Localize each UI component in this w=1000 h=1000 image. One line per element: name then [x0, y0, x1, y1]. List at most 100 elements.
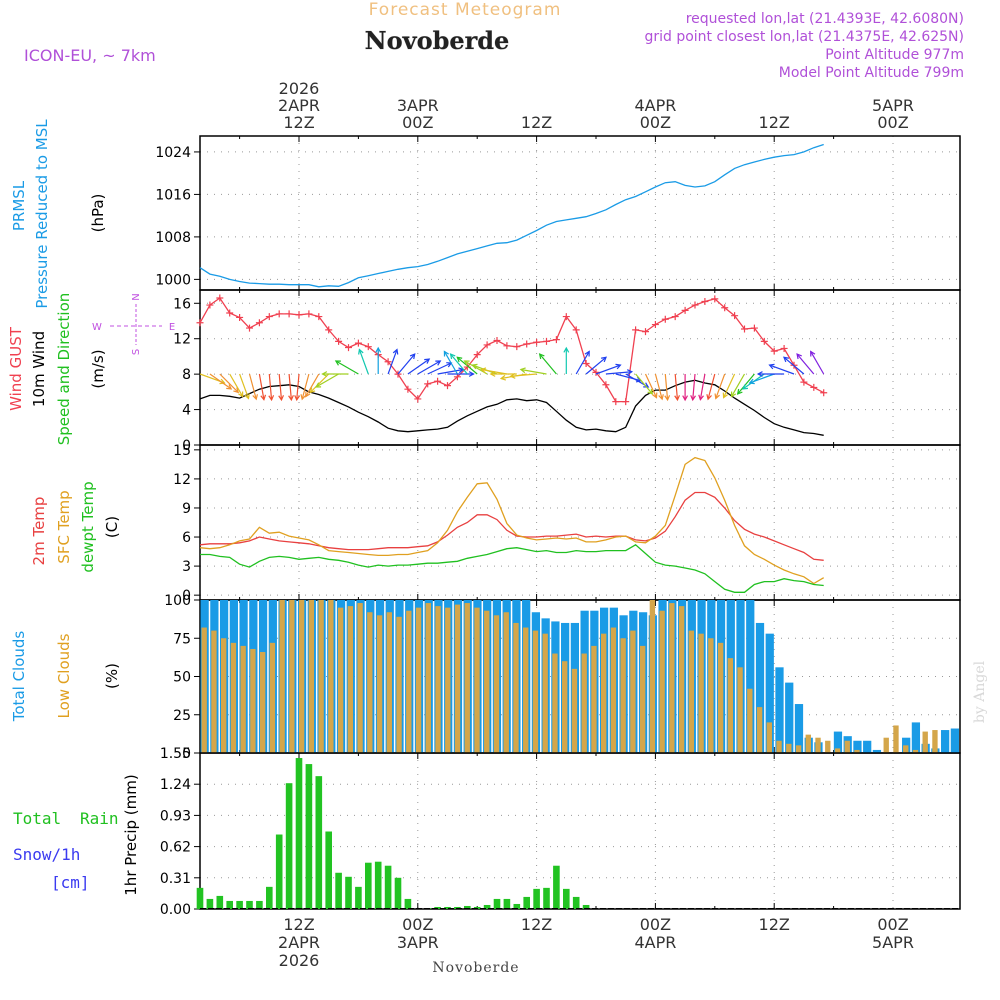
- model-label: ICON-EU, ~ 7km: [24, 46, 156, 65]
- precip-bar: [404, 898, 412, 909]
- low-cloud-bar: [484, 610, 490, 753]
- y-tick-label: 0.93: [160, 808, 191, 824]
- low-cloud-bar: [825, 740, 831, 753]
- requested-coords: requested lon,lat (21.4393E, 42.6080N): [686, 11, 964, 27]
- low-cloud-bar: [844, 740, 850, 753]
- gust-marker: [483, 341, 491, 349]
- gust-marker: [582, 360, 590, 368]
- gust-marker: [394, 370, 402, 378]
- low-cloud-bar: [727, 658, 734, 753]
- precip-bar: [553, 865, 560, 909]
- wind-direction-arrow: [301, 373, 310, 400]
- wind-gust-label: Wind GUST: [7, 326, 25, 411]
- total-cloud-bar: [911, 722, 921, 753]
- low-cloud-bar: [240, 645, 246, 753]
- bottom-label-00z-2: 00Z: [640, 915, 671, 934]
- precip-bar: [563, 888, 570, 909]
- wind-arrowhead: [714, 393, 720, 400]
- y-tick-label: 4: [182, 403, 191, 419]
- wind-arrowhead: [288, 395, 294, 402]
- low-cloud-bar: [766, 722, 772, 753]
- wind-direction-arrow: [239, 373, 250, 399]
- wind-direction-arrow: [268, 373, 273, 400]
- low-cloud-bar: [591, 645, 597, 753]
- wind-arrowhead: [722, 392, 728, 399]
- wind-direction-arrow: [605, 371, 632, 375]
- wind-arrowhead: [563, 346, 570, 353]
- gust-marker: [592, 368, 600, 376]
- wind-arrowhead: [783, 356, 790, 363]
- low-cloud-bar: [854, 749, 860, 753]
- wind-direction-arrow: [749, 373, 775, 384]
- low-cloud-bar: [523, 627, 529, 753]
- wind-arrowhead: [456, 356, 463, 363]
- wind-direction-arrow: [595, 364, 621, 375]
- wind-arrowhead: [392, 348, 399, 355]
- compass-e: E: [169, 322, 175, 333]
- wind-unit-label: (m/s): [89, 349, 107, 388]
- gust-marker: [780, 344, 788, 352]
- low-cloud-bar: [659, 610, 665, 753]
- y-tick-label: 0.31: [160, 871, 191, 887]
- wind-arrowhead: [480, 367, 487, 374]
- wind-arrowhead: [584, 350, 590, 357]
- wind-arrowhead: [652, 392, 658, 399]
- precip-bar: [493, 898, 501, 909]
- gust-marker: [632, 326, 640, 334]
- low-cloud-bar: [289, 600, 295, 753]
- total-cloud-bar: [872, 749, 882, 753]
- wind-arrowhead: [334, 360, 341, 366]
- y-tick-label: 1.24: [160, 777, 191, 793]
- low-cloud-bar: [269, 642, 276, 753]
- low-cloud-bar: [698, 633, 704, 753]
- total-cloud-bar: [775, 667, 784, 753]
- low-cloud-bar: [367, 612, 373, 753]
- wind-direction-arrow: [219, 373, 239, 393]
- gust-marker: [800, 378, 808, 386]
- gust-marker: [741, 325, 748, 333]
- gust-marker: [711, 295, 719, 303]
- top-label-3apr: 3APR: [397, 96, 439, 115]
- wind-direction-arrow: [335, 360, 359, 375]
- precip-bar: [572, 896, 580, 909]
- gust-marker: [612, 398, 620, 406]
- low-cloud-bar: [406, 610, 412, 753]
- low-cloud-bar: [259, 652, 266, 753]
- gust-marker: [354, 339, 362, 347]
- low-cloud-bar: [474, 607, 480, 753]
- wind-direction-arrow: [615, 373, 642, 382]
- wind-arrowhead: [674, 395, 681, 402]
- wind-arrowhead: [226, 384, 233, 390]
- wind-direction-arrow: [730, 373, 746, 397]
- wind-arrowhead: [736, 388, 743, 395]
- gust-marker: [196, 319, 204, 327]
- wind-arrowhead: [321, 371, 328, 377]
- low-cloud-bar: [815, 737, 821, 753]
- low-cloud-bar: [552, 653, 558, 753]
- wind-direction-arrow: [450, 353, 468, 375]
- low-cloud-bar: [912, 749, 919, 753]
- footer-location: Novoberde: [432, 960, 519, 976]
- gust-marker: [325, 326, 333, 334]
- wind-arrowhead: [424, 358, 431, 364]
- y-tick-label: 15: [173, 443, 191, 459]
- low-cloud-bar: [493, 615, 500, 753]
- top-label-5apr: 5APR: [872, 96, 914, 115]
- gust-marker: [572, 326, 580, 334]
- wind-arrowhead: [664, 395, 671, 402]
- wind-arrowhead: [449, 353, 456, 360]
- y-tick-label: 1016: [155, 187, 191, 203]
- wind-arrowhead: [698, 394, 704, 401]
- pressure-msl-label: Pressure Reduced to MSL: [33, 119, 51, 309]
- precip-bar: [464, 905, 471, 909]
- compass-legend: N S W E: [92, 293, 175, 355]
- precip-bar: [513, 903, 521, 909]
- gust-marker: [424, 380, 432, 388]
- wind-arrowhead: [244, 393, 250, 400]
- wind-10m-label: 10m Wind: [30, 331, 48, 407]
- bottom-label-2026: 2026: [279, 951, 320, 970]
- precip-bar: [295, 758, 303, 909]
- wind-direction-arrow: [229, 373, 244, 397]
- low-cloud-bar: [649, 600, 656, 753]
- bottom-label-4apr: 4APR: [634, 933, 676, 952]
